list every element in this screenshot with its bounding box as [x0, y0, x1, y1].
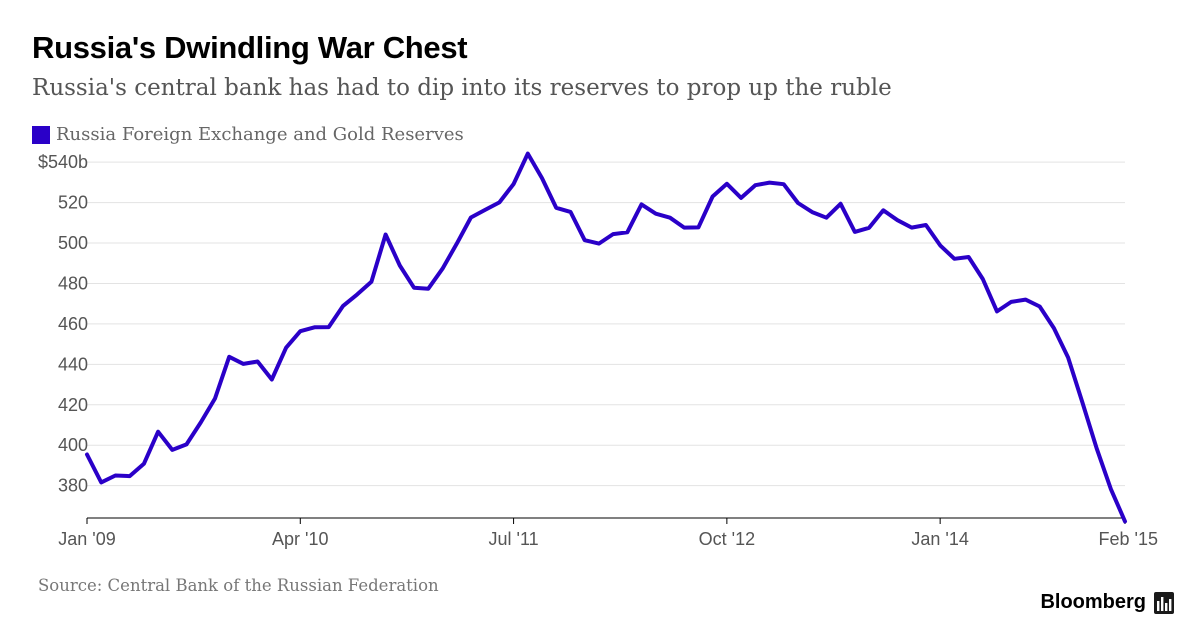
- x-tick-label: Jul '11: [489, 529, 539, 549]
- chart-subtitle: Russia's central bank has had to dip int…: [32, 75, 892, 101]
- chart-title: Russia's Dwindling War Chest: [32, 30, 468, 65]
- y-tick-label: 520: [58, 193, 88, 213]
- y-axis-labels: $540b 520 500 480 460 440 420 400 380: [38, 152, 88, 496]
- x-tick-label: Apr '10: [272, 529, 328, 549]
- y-tick-label: 420: [58, 395, 88, 415]
- legend-swatch: [32, 125, 50, 144]
- y-tick-label: 440: [58, 354, 88, 374]
- x-tick-label: Jan '09: [58, 529, 115, 549]
- y-tick-label: 500: [58, 233, 88, 253]
- series-layer: [85, 151, 1127, 524]
- x-tick-label: Oct '12: [699, 529, 755, 549]
- x-tick-label: Jan '14: [911, 529, 968, 549]
- x-tick-label: Feb '15: [1099, 529, 1158, 549]
- legend: Russia Foreign Exchange and Gold Reserve…: [32, 124, 464, 145]
- y-tick-label: 460: [58, 314, 88, 334]
- series-line: [85, 151, 1127, 524]
- grid-lines: [87, 161, 1125, 487]
- brand-name: Bloomberg: [1040, 591, 1146, 613]
- brand-logo: Bloomberg: [1040, 591, 1174, 614]
- y-tick-label: 400: [58, 435, 88, 455]
- x-axis: Jan '09 Apr '10 Jul '11 Oct '12 Jan '14 Feb '…: [58, 518, 1158, 549]
- y-tick-label: 380: [58, 476, 88, 496]
- source-note: Source: Central Bank of the Russian Fede…: [38, 576, 439, 595]
- y-tick-label: 480: [58, 273, 88, 293]
- y-tick-label: $540b: [38, 152, 88, 172]
- legend-label: Russia Foreign Exchange and Gold Reserve…: [56, 124, 464, 145]
- bloomberg-chart-icon: [1154, 591, 1174, 614]
